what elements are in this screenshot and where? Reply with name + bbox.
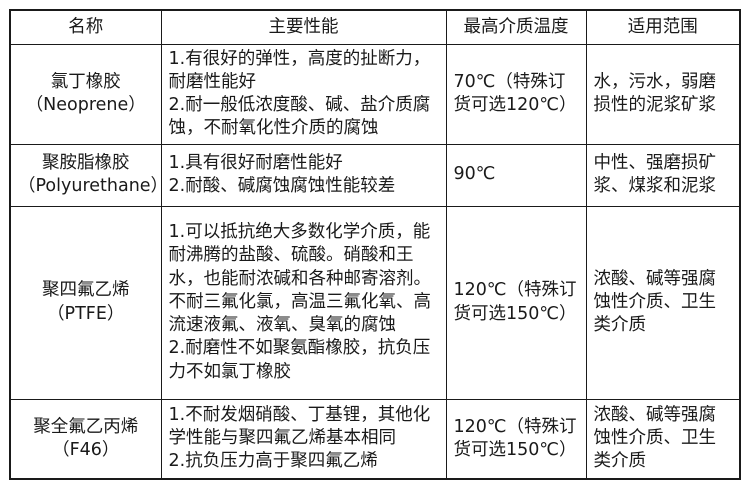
column-header-scope: 适用范围	[585, 9, 741, 45]
performance-cell: 1.具有很好耐磨性能好 2.耐酸、碱腐蚀腐蚀性能较差	[160, 143, 447, 207]
material-name-cell: 氯丁橡胶 （Neoprene）	[9, 43, 162, 145]
table-row: 聚胺脂橡胶 （Polyurethane） 1.具有很好耐磨性能好 2.耐酸、碱腐…	[9, 143, 741, 207]
table-header-row: 名称 主要性能 最高介质温度 适用范围	[9, 9, 741, 45]
scope-cell: 中性、强磨损矿浆、煤浆和泥浆	[585, 143, 741, 207]
lining-material-spec-table: 名称 主要性能 最高介质温度 适用范围 氯丁橡胶 （Neoprene） 1.有很…	[9, 9, 741, 481]
material-name-cell: 聚四氟乙烯 （PTFE）	[9, 205, 162, 400]
material-name-cell: 聚全氟乙丙烯 （F46）	[9, 398, 162, 480]
table-row: 聚全氟乙丙烯 （F46） 1.不耐发烟硝酸、丁基锂，其他化学性能与聚四氟乙烯基本…	[9, 398, 741, 480]
performance-cell: 1.不耐发烟硝酸、丁基锂，其他化学性能与聚四氟乙烯基本相同 2.抗负压力高于聚四…	[160, 398, 447, 480]
scope-cell: 浓酸、碱等强腐蚀性介质、卫生类介质	[585, 205, 741, 400]
performance-cell: 1.可以抵抗绝大多数化学介质，能耐沸腾的盐酸、硫酸。硝酸和王水，也能耐浓碱和各种…	[160, 205, 447, 400]
column-header-performance: 主要性能	[160, 9, 447, 45]
table-body: 氯丁橡胶 （Neoprene） 1.有很好的弹性，高度的扯断力，耐磨性能好 2.…	[9, 43, 741, 480]
table-header: 名称 主要性能 最高介质温度 适用范围	[9, 9, 741, 45]
spec-table-sheet: 名称 主要性能 最高介质温度 适用范围 氯丁橡胶 （Neoprene） 1.有很…	[9, 9, 741, 481]
max-temperature-cell: 90℃	[445, 143, 587, 207]
scope-cell: 浓酸、碱等强腐蚀性介质、卫生类介质	[585, 398, 741, 480]
scope-cell: 水，污水，弱磨损性的泥浆矿浆	[585, 43, 741, 145]
material-name-cell: 聚胺脂橡胶 （Polyurethane）	[9, 143, 168, 207]
column-header-name: 名称	[9, 9, 162, 45]
max-temperature-cell: 70℃（特殊订货可选120℃）	[445, 43, 587, 145]
max-temperature-cell: 120℃（特殊订货可选150℃）	[445, 398, 587, 480]
max-temperature-cell: 120℃（特殊订货可选150℃）	[445, 205, 587, 400]
table-row: 氯丁橡胶 （Neoprene） 1.有很好的弹性，高度的扯断力，耐磨性能好 2.…	[9, 43, 741, 145]
performance-cell: 1.有很好的弹性，高度的扯断力，耐磨性能好 2.耐一般低浓度酸、碱、盐介质腐蚀，…	[160, 43, 447, 145]
table-row: 聚四氟乙烯 （PTFE） 1.可以抵抗绝大多数化学介质，能耐沸腾的盐酸、硫酸。硝…	[9, 205, 741, 400]
column-header-max-temperature: 最高介质温度	[445, 9, 587, 45]
